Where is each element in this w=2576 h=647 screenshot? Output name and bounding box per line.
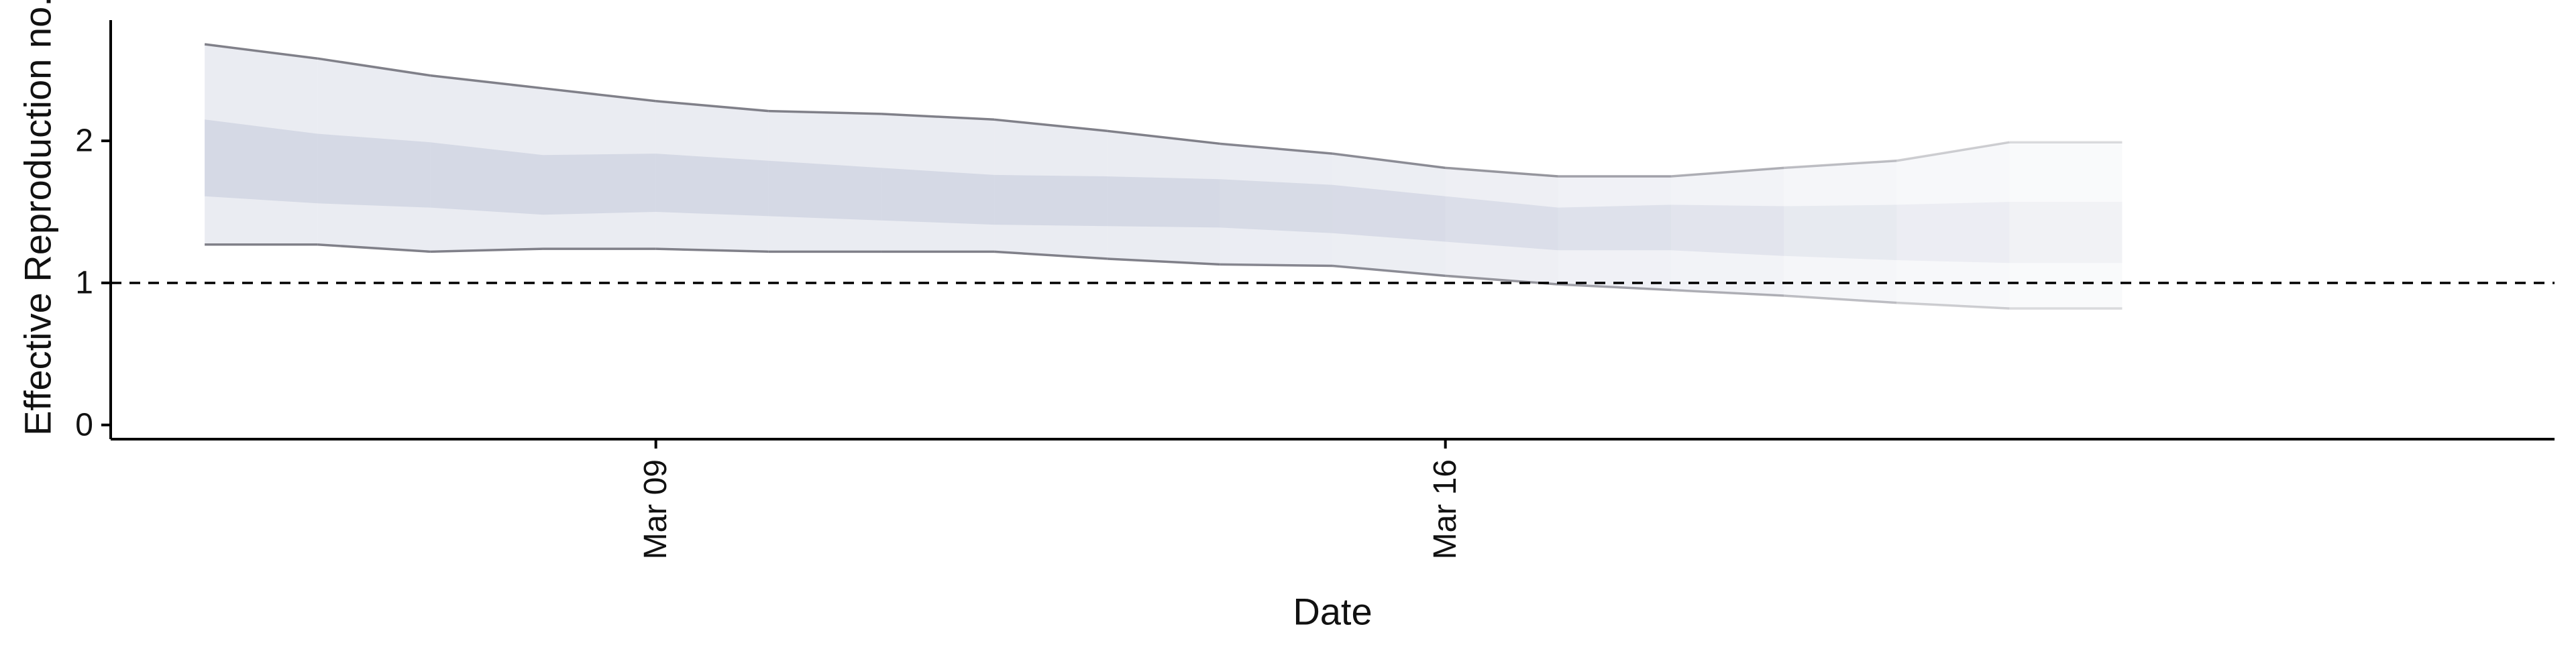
band-50-segment-11: [1445, 196, 1558, 251]
lower-bound-segment-8: [1107, 257, 1220, 266]
credible-interval-bands: [205, 44, 2123, 309]
upper-bound-segment-7: [994, 118, 1108, 132]
x-tick-label-0: Mar 09: [638, 459, 674, 559]
band-90-segment-15: [1896, 142, 2010, 309]
upper-bound-segment-4: [655, 100, 769, 113]
lower-bound-segment-7: [994, 250, 1108, 260]
band-50-segment-16: [2009, 202, 2123, 263]
lower-bound-segment-2: [430, 247, 543, 253]
x-tick-label-1: Mar 16: [1428, 459, 1463, 559]
y-axis-title: Effective Reproduction no.: [17, 0, 59, 436]
lower-bound-segment-13: [1670, 288, 1784, 297]
band-50-segment-4: [655, 154, 769, 217]
band-50-segment-12: [1558, 204, 1671, 251]
upper-bound-segment-10: [1332, 152, 1446, 170]
upper-bound-segment-8: [1107, 129, 1220, 145]
y-tick-label-0: 0: [75, 407, 93, 443]
upper-bound-segment-15: [1896, 141, 2010, 162]
band-50-segment-10: [1332, 184, 1446, 242]
band-50-segment-13: [1670, 204, 1784, 256]
band-50-segment-15: [1896, 202, 2010, 263]
band-90-segment-14: [1784, 160, 1897, 303]
x-axis-title: Date: [1293, 591, 1372, 633]
band-50-segment-3: [543, 154, 656, 215]
band-50-segment-0: [205, 119, 318, 204]
band-50-segment-7: [994, 174, 1108, 227]
lower-bound-segment-9: [1220, 263, 1333, 268]
band-50-segment-9: [1220, 179, 1333, 233]
lower-bound-segment-1: [317, 243, 431, 253]
lower-bound-segment-10: [1332, 264, 1446, 278]
band-50-segment-6: [881, 168, 995, 225]
upper-bound-segment-13: [1670, 166, 1784, 178]
upper-bound-segment-9: [1220, 142, 1333, 155]
lower-bound-segment-15: [1896, 301, 2010, 310]
x-axis-ticks: Mar 09 Mar 16: [638, 439, 1463, 559]
upper-bound-segment-3: [543, 86, 656, 103]
band-90-segment-13: [1670, 168, 1784, 296]
band-50-segment-5: [768, 160, 881, 221]
upper-bound-segment-1: [317, 57, 431, 77]
y-axis-ticks: 0 1 2: [75, 123, 111, 443]
y-tick-label-2: 2: [75, 123, 93, 159]
lower-bound-segment-14: [1783, 294, 1897, 304]
band-90-segment-12: [1558, 176, 1671, 290]
upper-bound-segment-11: [1445, 166, 1558, 178]
upper-bound-segment-14: [1783, 159, 1897, 170]
upper-bound-segment-0: [204, 43, 318, 60]
upper-bound-segment-2: [430, 74, 543, 90]
y-tick-label-1: 1: [75, 265, 93, 300]
lower-bound-segment-4: [655, 247, 769, 253]
band-50-segment-1: [317, 133, 431, 208]
band-50-segment-8: [1107, 176, 1220, 228]
upper-bound-segment-6: [881, 113, 995, 121]
band-90-segment-16: [2009, 142, 2123, 309]
band-50-segment-14: [1784, 204, 1897, 261]
lower-bound-segment-12: [1558, 283, 1672, 292]
band-50-segment-2: [430, 142, 543, 215]
interval-edge-lines: [204, 43, 2123, 310]
upper-bound-segment-5: [768, 109, 881, 115]
